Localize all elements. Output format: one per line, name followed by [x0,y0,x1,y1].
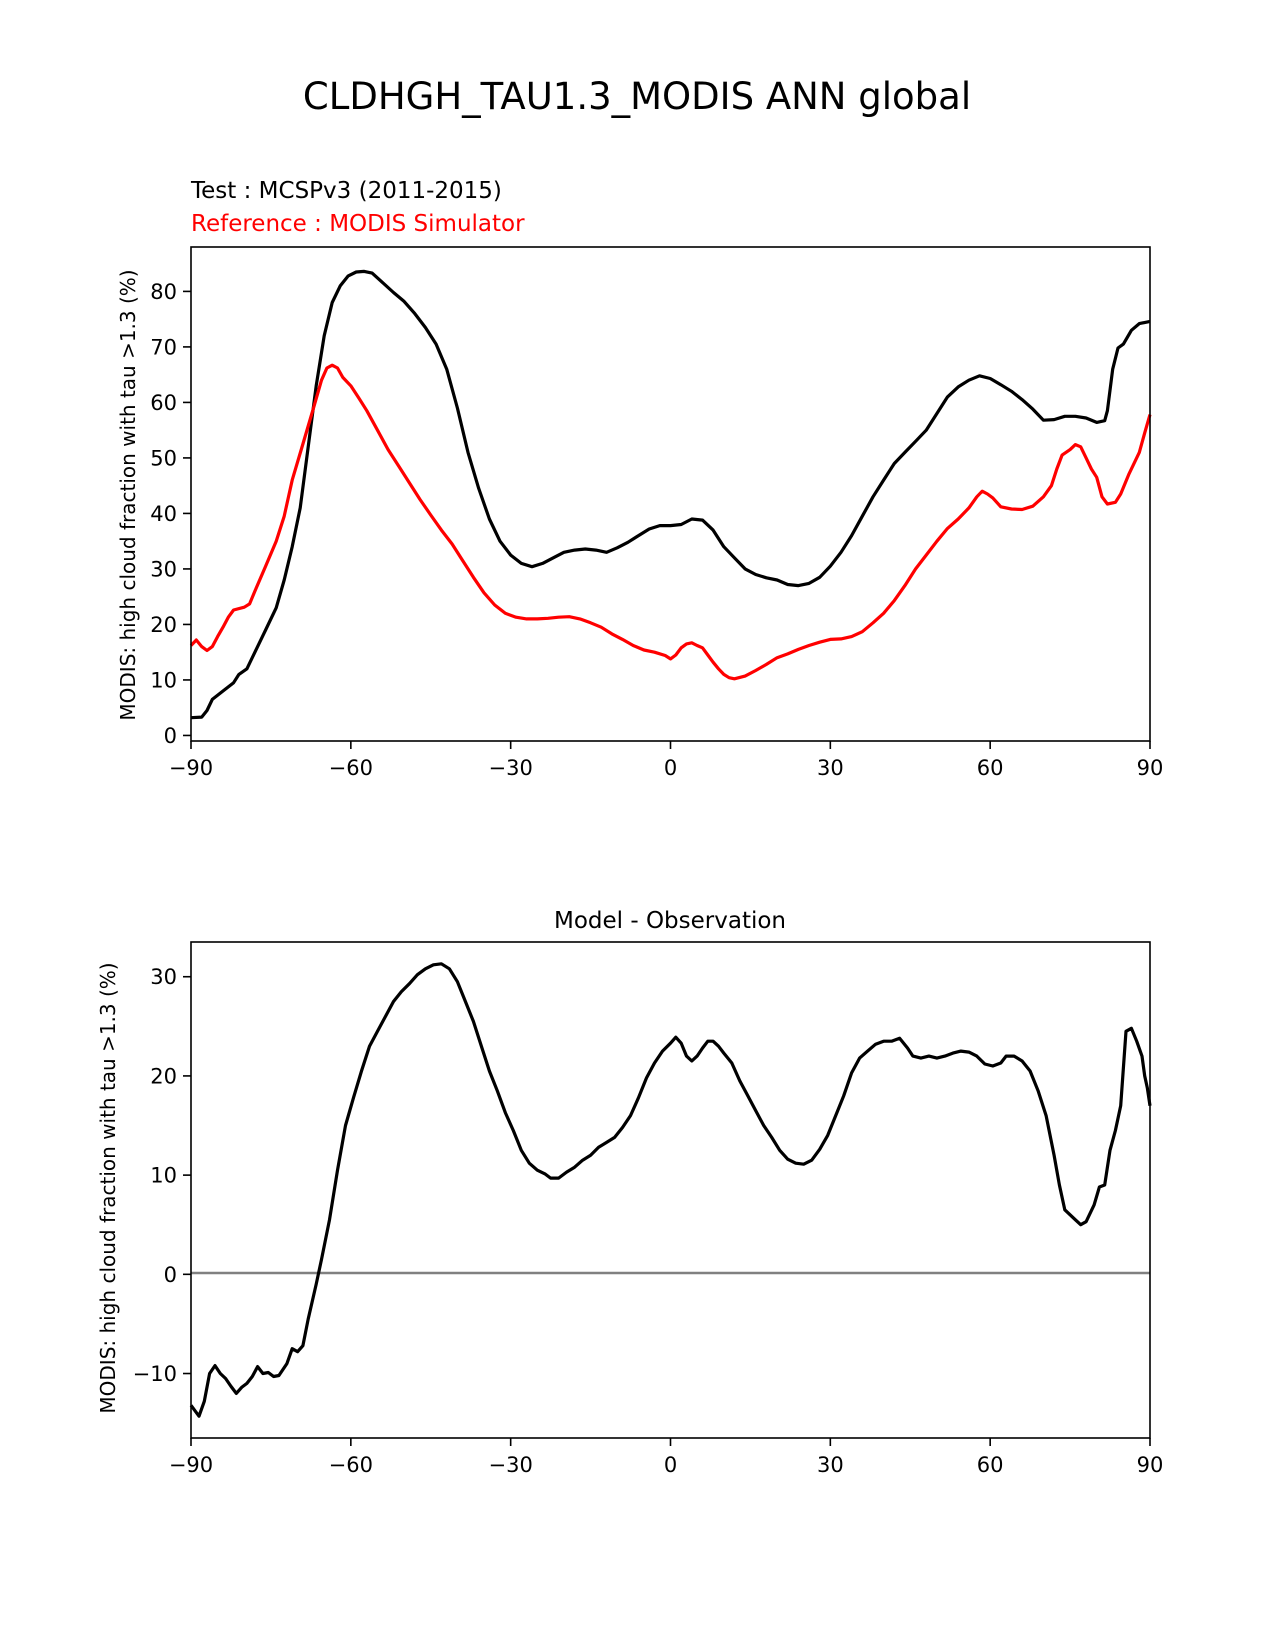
bottom-y-tick-label: 10 [150,1164,177,1188]
top-x-tick-label: 0 [664,756,677,780]
top-series-reference-line [189,363,1152,681]
bottom-y-ticks: −10 0 10 20 30 [133,965,191,1386]
bottom-y-tick-label: 30 [150,965,177,989]
top-x-tick-label: −60 [329,756,373,780]
bottom-x-tick-label: −30 [489,1453,533,1477]
top-x-tick-label: 90 [1137,756,1164,780]
bottom-x-tick-label: −90 [169,1453,213,1477]
top-x-tick-label: −90 [169,756,213,780]
bottom-x-ticks: −90 −60 −30 0 30 60 90 [169,1438,1164,1477]
bottom-y-tick-label: 0 [164,1263,177,1287]
bottom-series-difference-line [189,962,1152,1418]
top-y-tick-label: 50 [150,446,177,470]
top-y-tick-label: 0 [164,724,177,748]
bottom-x-tick-label: 0 [664,1453,677,1477]
top-y-tick-label: 30 [150,557,177,581]
top-y-tick-label: 70 [150,335,177,359]
bottom-plot-frame [190,941,1151,1439]
bottom-y-tick-label: 20 [150,1064,177,1088]
bottom-x-tick-label: 30 [817,1453,844,1477]
bottom-plot-lines [189,962,1152,1418]
top-y-tick-label: 40 [150,502,177,526]
top-x-tick-label: 60 [977,756,1004,780]
top-plot-frame [190,246,1151,742]
bottom-x-tick-label: 60 [977,1453,1004,1477]
reference-label: Reference : MODIS Simulator [191,211,525,237]
bottom-y-axis-label: MODIS: high cloud fraction with tau >1.3… [96,962,120,1413]
top-y-ticks: 0 10 20 30 40 50 60 70 80 [150,280,191,748]
top-series-test-line [190,269,1151,720]
bottom-y-tick-label: −10 [133,1362,177,1386]
top-y-tick-label: 20 [150,613,177,637]
test-label: Test : MCSPv3 (2011-2015) [190,178,502,204]
bottom-chart-title: Model - Observation [554,908,786,934]
top-plot-lines [189,269,1152,720]
top-x-tick-label: −30 [489,756,533,780]
figure-title: CLDHGH_TAU1.3_MODIS ANN global [303,75,971,118]
bottom-x-tick-label: 90 [1137,1453,1164,1477]
top-y-tick-label: 60 [150,391,177,415]
top-x-ticks: −90 −60 −30 0 30 60 90 [169,741,1164,780]
bottom-line-chart: Model - Observation MODIS: high cloud fr… [96,908,1163,1477]
bottom-x-tick-label: −60 [329,1453,373,1477]
top-y-tick-label: 10 [150,668,177,692]
top-line-chart: Test : MCSPv3 (2011-2015) Reference : MO… [116,178,1163,780]
top-y-axis-label: MODIS: high cloud fraction with tau >1.3… [116,269,140,720]
top-y-tick-label: 80 [150,280,177,304]
top-x-tick-label: 30 [817,756,844,780]
